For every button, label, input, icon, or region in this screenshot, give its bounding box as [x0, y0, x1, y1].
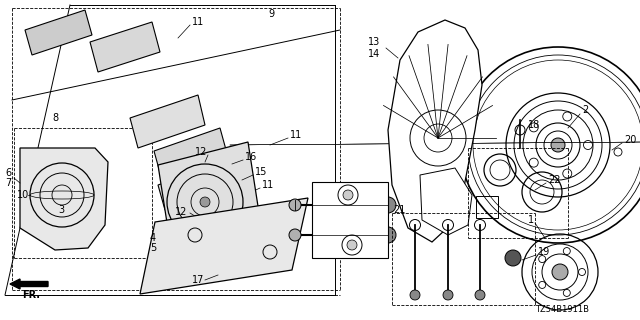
Text: TZ54B1911B: TZ54B1911B [535, 306, 589, 315]
Circle shape [410, 290, 420, 300]
Text: 3: 3 [58, 205, 64, 215]
Text: FR.: FR. [22, 290, 40, 300]
Text: 20: 20 [624, 135, 636, 145]
Bar [476, 196, 498, 218]
Circle shape [289, 229, 301, 241]
Text: 21: 21 [393, 205, 405, 215]
Polygon shape [388, 20, 482, 242]
Polygon shape [130, 95, 205, 148]
Text: 18: 18 [528, 120, 540, 130]
Polygon shape [154, 128, 228, 180]
Text: 12: 12 [175, 207, 188, 217]
Circle shape [505, 250, 521, 266]
Text: 6: 6 [5, 168, 11, 178]
Text: 11: 11 [192, 17, 204, 27]
Circle shape [289, 199, 301, 211]
Circle shape [551, 138, 565, 152]
Text: 16: 16 [245, 152, 257, 162]
Text: 5: 5 [150, 243, 156, 253]
Circle shape [475, 290, 485, 300]
Circle shape [443, 290, 453, 300]
Text: 14: 14 [368, 49, 380, 59]
Polygon shape [140, 198, 308, 294]
Polygon shape [20, 148, 108, 250]
Text: 4: 4 [150, 233, 156, 243]
Polygon shape [420, 168, 472, 235]
Circle shape [343, 190, 353, 200]
Text: 9: 9 [268, 9, 274, 19]
Circle shape [200, 197, 210, 207]
Text: 1: 1 [528, 215, 534, 225]
Polygon shape [312, 182, 388, 258]
Circle shape [380, 197, 396, 213]
Circle shape [380, 227, 396, 243]
Text: 17: 17 [192, 275, 204, 285]
Text: 8: 8 [52, 113, 58, 123]
Text: 10: 10 [17, 190, 29, 200]
Text: 11: 11 [262, 180, 275, 190]
Polygon shape [25, 10, 92, 55]
Text: 11: 11 [290, 130, 302, 140]
Polygon shape [158, 162, 230, 210]
Text: 12: 12 [195, 147, 207, 157]
Text: 7: 7 [5, 178, 12, 188]
Text: 22: 22 [548, 175, 561, 185]
Polygon shape [158, 142, 262, 255]
Circle shape [347, 240, 357, 250]
Text: 19: 19 [538, 247, 550, 257]
Circle shape [552, 264, 568, 280]
Polygon shape [90, 22, 160, 72]
Text: 13: 13 [368, 37, 380, 47]
Circle shape [507, 252, 519, 264]
Text: 15: 15 [255, 167, 268, 177]
FancyArrow shape [10, 279, 48, 289]
Text: 2: 2 [582, 105, 588, 115]
